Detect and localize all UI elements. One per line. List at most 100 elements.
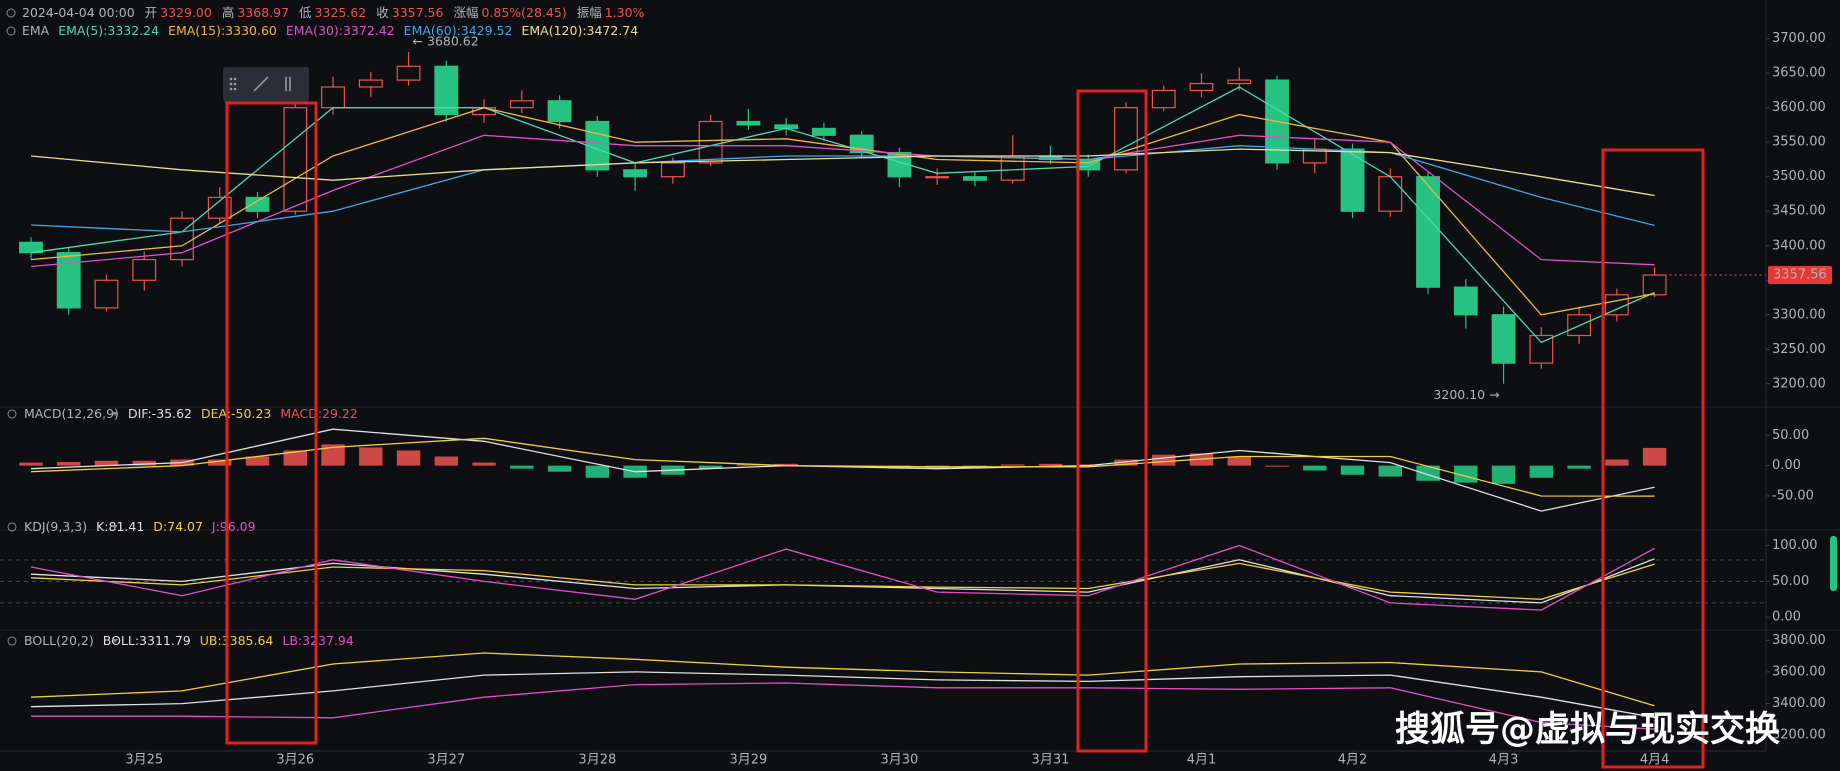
legend-entry: D:74.07: [153, 519, 203, 534]
macd-bar: [1642, 447, 1667, 466]
candle-body: [358, 79, 383, 88]
x-tick-label: 4月1: [1187, 753, 1217, 768]
macd-bar: [1605, 459, 1629, 466]
indicator-line: [30, 134, 1655, 268]
macd-bar: [774, 463, 798, 466]
y-tick-label: 3450.00: [1772, 204, 1826, 219]
candle-body: [19, 241, 43, 254]
indicator-line: [30, 562, 1655, 600]
macd-bar: [1038, 463, 1063, 466]
x-tick-label: 3月26: [276, 753, 314, 768]
legend-entry: DEA:-50.23: [201, 406, 271, 421]
legend-entry: EMA(120):3472.74: [521, 23, 638, 38]
header-value: 3329.00: [160, 5, 212, 20]
candle-body: [56, 252, 81, 309]
y-tick-label: 50.00: [1772, 428, 1809, 443]
trend-tool[interactable]: [253, 76, 269, 92]
candle-body: [811, 127, 836, 136]
y-tick-label: 3550.00: [1772, 135, 1826, 150]
legend-icon: [6, 26, 16, 36]
y-tick-label: 3600.00: [1772, 100, 1826, 115]
header-label: 高: [222, 5, 235, 20]
legend-entry: EMA(5):3332.24: [58, 23, 159, 38]
macd-bar: [1000, 464, 1025, 466]
candle-body: [396, 65, 421, 81]
header-datetime: 2024-04-04 00:00: [22, 5, 135, 20]
drawing-toolbar[interactable]: [223, 67, 309, 102]
candle-body: [1416, 176, 1440, 288]
indicator-line: [30, 544, 1655, 611]
candle-body: [245, 196, 270, 212]
macd-bar: [132, 460, 156, 466]
candle-body: [94, 279, 119, 309]
y-tick-label: 3200.00: [1772, 376, 1826, 391]
scroll-slider[interactable]: [1830, 536, 1837, 591]
macd-bar: [547, 465, 572, 472]
legend-icon: [7, 522, 17, 532]
candle-body: [1642, 274, 1667, 296]
y-tick-label: 3200.00: [1772, 728, 1826, 743]
macd-bar: [19, 462, 43, 466]
y-tick-label: 3800.00: [1772, 633, 1826, 648]
y-tick-label: 3400.00: [1772, 238, 1826, 253]
legend-dropdown: [112, 525, 118, 529]
legend-dropdown: [112, 639, 118, 643]
legend-entry: K:81.41: [96, 519, 144, 534]
macd-bar: [396, 450, 421, 466]
macd-bar: [1227, 456, 1251, 466]
indicator-line: [30, 148, 1655, 197]
header-label: 收: [376, 5, 389, 20]
header-value: 3325.62: [315, 5, 367, 20]
candle-body: [1189, 82, 1214, 92]
candle-body: [698, 120, 723, 164]
candle-body: [547, 100, 572, 123]
y-tick-label: 100.00: [1772, 538, 1818, 553]
candle-body: [1604, 294, 1629, 316]
legend-title: EMA: [22, 23, 50, 38]
candle-body: [925, 176, 950, 179]
indicator-line: [31, 682, 1655, 730]
candle-body: [963, 176, 987, 181]
candle-body: [1378, 176, 1403, 212]
y-tick-label: -50.00: [1772, 488, 1814, 503]
macd-bar: [1152, 454, 1176, 466]
indicator-line: [30, 437, 1655, 497]
candle-body: [321, 86, 345, 109]
more-tool[interactable]: [285, 77, 291, 91]
candle-body: [1000, 155, 1025, 181]
candle-body: [1529, 334, 1554, 364]
candle-body: [509, 100, 534, 109]
header-icon: [6, 8, 16, 18]
indicator-line: [30, 671, 1655, 719]
x-tick-label: 4月4: [1640, 753, 1670, 768]
header-label: 涨幅: [453, 5, 478, 20]
x-tick-label: 3月30: [881, 753, 919, 768]
header-label: 低: [299, 5, 312, 20]
macd-bar: [283, 450, 307, 466]
macd-bar: [1114, 459, 1138, 466]
drag-handle[interactable]: [229, 77, 237, 91]
legend-entry: DIF:-35.62: [128, 406, 192, 421]
y-tick-label: 3650.00: [1772, 66, 1826, 81]
y-tick-label: 3250.00: [1772, 342, 1826, 357]
panel-legend: KDJ(9,3,3) K:81.41 D:74.07 J:96.09: [24, 519, 256, 534]
candle-body: [132, 258, 157, 281]
candle-body: [736, 120, 761, 126]
high-annotation: ← 3680.62: [413, 34, 479, 49]
indicator-line: [30, 652, 1655, 707]
x-tick-label: 3月29: [729, 753, 767, 768]
candle-body: [1491, 314, 1516, 364]
legend-entry: EMA(15):3330.60: [168, 23, 277, 38]
header-value: 1.30%: [605, 5, 645, 20]
legend-title: MACD(12,26,9): [24, 406, 119, 421]
low-annotation: 3200.10 →: [1433, 387, 1499, 402]
highlight-box: [1076, 89, 1148, 753]
macd-bar: [57, 461, 81, 466]
macd-bar: [1491, 465, 1516, 484]
highlight-box: [1601, 148, 1705, 769]
macd-bar: [1265, 465, 1289, 467]
header-value: 3368.97: [237, 5, 289, 20]
y-tick-label: 3300.00: [1772, 307, 1826, 322]
